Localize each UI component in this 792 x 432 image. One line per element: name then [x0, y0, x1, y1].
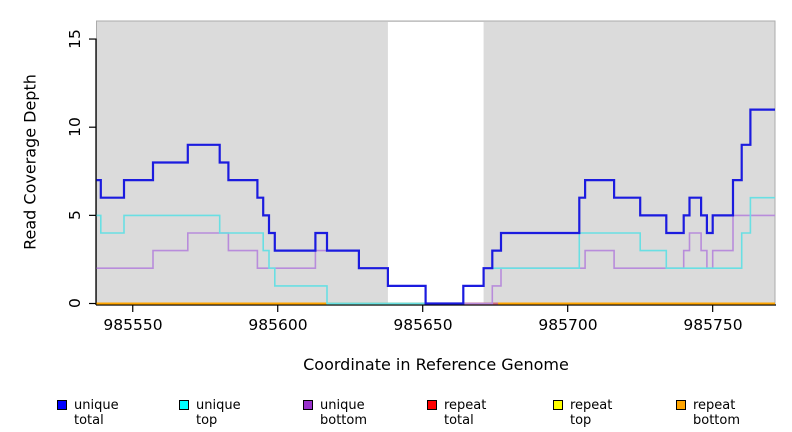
- masked-region-band: [387, 22, 484, 304]
- unique-bottom-swatch-icon: [303, 400, 313, 410]
- unique-total-swatch-icon: [57, 400, 67, 410]
- unique-top-swatch-icon: [179, 400, 189, 410]
- y-tick-0: 0: [66, 298, 84, 308]
- repeat-total-swatch-icon: [427, 400, 437, 410]
- y-tick-15: 15: [66, 29, 84, 49]
- legend-label: unique top: [196, 398, 241, 428]
- series-unique-total: [96, 108, 775, 305]
- series-unique-bottom: [96, 214, 775, 305]
- x-tick-985550: 985550: [103, 316, 163, 334]
- x-tick-985600: 985600: [248, 316, 308, 334]
- x-tick-985650: 985650: [393, 316, 453, 334]
- repeat-bottom-swatch-icon: [676, 400, 686, 410]
- legend-label: repeat total: [444, 398, 487, 428]
- legend-label: repeat bottom: [693, 398, 741, 428]
- y-axis-title: Read Coverage Depth: [20, 74, 40, 250]
- x-tick-985750: 985750: [683, 316, 743, 334]
- y-tick-10: 10: [66, 117, 84, 137]
- series-unique-top: [96, 196, 775, 305]
- legend-label: repeat top: [570, 398, 613, 428]
- repeat-top-swatch-icon: [553, 400, 563, 410]
- y-tick-5: 5: [66, 210, 84, 220]
- x-axis-title: Coordinate in Reference Genome: [303, 355, 569, 374]
- x-tick-985700: 985700: [538, 316, 598, 334]
- legend-label: unique total: [74, 398, 119, 428]
- legend-label: unique bottom: [320, 398, 368, 428]
